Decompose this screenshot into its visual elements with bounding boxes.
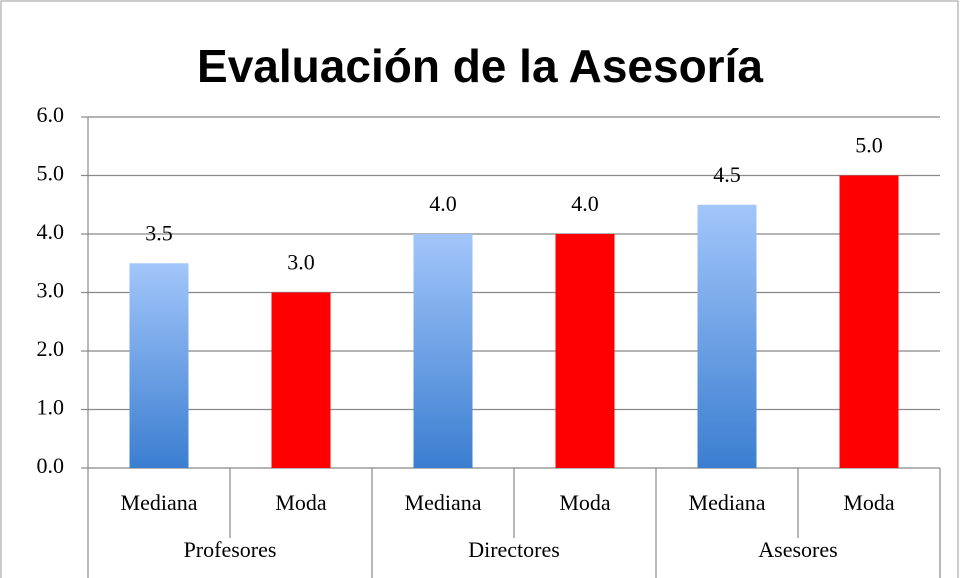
data-label: 4.0 [429,191,457,216]
x-tick-label: Mediana [121,490,198,515]
data-label: 4.5 [713,162,741,187]
group-label: Directores [468,537,560,562]
bar [839,175,899,468]
group-label: Asesores [758,537,837,562]
bar [271,292,331,468]
y-tick-label: 5.0 [37,161,65,186]
y-tick-label: 4.0 [37,219,65,244]
bar [413,234,473,468]
bar [697,204,757,468]
x-tick-label: Moda [275,490,327,515]
y-tick-label: 1.0 [37,395,65,420]
y-tick-label: 6.0 [37,102,65,127]
data-label: 3.0 [287,250,315,275]
group-label: Profesores [184,537,277,562]
y-tick-label: 0.0 [37,453,65,478]
y-tick-label: 2.0 [37,336,65,361]
data-label: 3.5 [145,220,173,245]
bar [129,263,189,468]
x-tick-label: Moda [559,490,611,515]
data-label: 4.0 [571,191,599,216]
data-label: 5.0 [855,133,883,158]
bar [555,234,615,468]
chart-title: Evaluación de la Asesoría [197,40,763,92]
x-tick-label: Mediana [689,490,766,515]
x-tick-label: Mediana [405,490,482,515]
y-tick-label: 3.0 [37,278,65,303]
x-tick-label: Moda [843,490,895,515]
